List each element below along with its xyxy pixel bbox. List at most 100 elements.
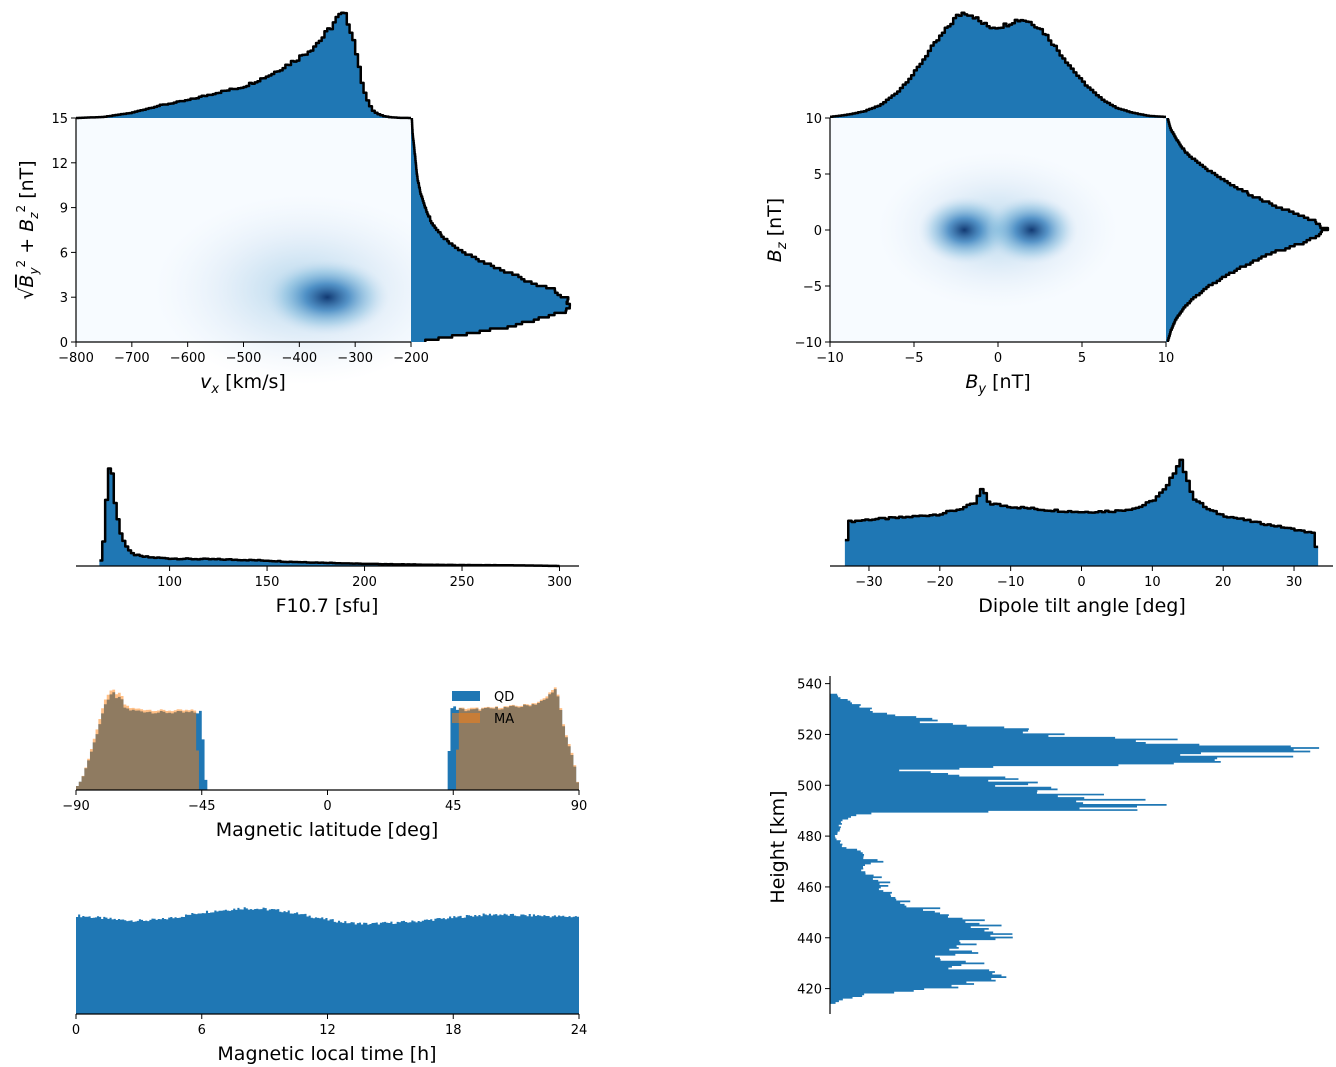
y-tick-label: 0 [60,336,68,351]
x-axis: 0 6 12 18 24 [72,1013,588,1038]
y-tick-label: 3 [60,291,68,306]
x-axis: −800 −700 −600 −500 −400 −300 −200 [58,341,429,366]
legend-label-qd: QD [494,690,514,705]
x-tick-label: −200 [393,351,429,366]
x-tick-label: 250 [450,575,475,590]
y-tick-label: 420 [797,983,822,998]
x-axis-label: Dipole tilt angle [deg] [978,595,1186,617]
y-label-subscript: z [775,241,790,250]
x-tick-label: 24 [571,1023,588,1038]
histogram-ma [76,687,579,790]
legend-swatch-ma [452,713,480,723]
histogram-fill [830,693,1320,1004]
x-tick-label: 18 [445,1023,462,1038]
y-tick-label: 10 [805,112,822,127]
x-tick-label: −800 [58,351,94,366]
panel-vx-b: −800 −700 −600 −500 −400 −300 −200 0 3 6 9 12 15 vx… [14,11,572,397]
y-axis: 420 440 460 480 500 520 540 [797,676,831,1014]
panel-tilt: −30 −20 −10 0 10 20 30 Dipole tilt angle [deg] [830,458,1333,617]
y-tick-label: 15 [51,112,68,127]
x-tick-label: 10 [1144,575,1161,590]
density-core [265,259,390,336]
y-axis-label: √By2 + Bz2 [nT] [14,160,41,299]
marginal-x-outline [76,11,411,120]
x-tick-label: 300 [547,575,572,590]
legend-label-ma: MA [494,712,514,727]
panel-mlt: 0 6 12 18 24 Magnetic local time [h] [72,907,587,1065]
marginal-y-outline [410,118,572,342]
legend-swatch-qd [452,691,480,701]
x-axis-label: Magnetic local time [h] [217,1043,436,1065]
histogram-outline [99,467,560,568]
y-tick-label: 5 [814,168,822,183]
x-tick-label: −700 [114,351,150,366]
marginal-x-outline [830,11,1166,119]
y-axis-label: Height [km] [767,790,789,903]
x-tick-label: 100 [157,575,182,590]
y-tick-label: 520 [797,728,822,743]
y-axis-label-wrap: Height [km] [767,790,789,903]
svg-text:Bz [nT]: Bz [nT] [764,198,790,262]
x-tick-label: 90 [571,799,588,814]
y-tick-label: −10 [795,336,822,351]
histogram-fill [99,468,560,566]
marginal-y-histogram [1166,118,1328,342]
x-tick-label: 0 [994,351,1002,366]
y-tick-label: 6 [60,246,68,261]
x-axis: 100 150 200 250 300 [76,565,579,590]
panel-mlat: −90 −45 0 45 90 Magnetic latitude [deg] QD M… [62,687,587,841]
x-tick-label: −90 [62,799,89,814]
histogram-fill [76,907,579,1014]
x-axis-label: F10.7 [sfu] [276,595,379,617]
x-tick-label: 150 [255,575,280,590]
x-tick-label: 20 [1215,575,1232,590]
x-label-symbol: B [965,371,978,393]
x-label-symbol: v [200,371,212,393]
y-tick-label: 540 [797,678,822,693]
x-axis-label: Magnetic latitude [deg] [216,819,439,841]
y-tick-label: 440 [797,932,822,947]
marginal-x-histogram [76,12,411,119]
marginal-y-histogram [411,118,570,342]
x-label-subscript: y [977,382,986,397]
x-tick-label: −600 [170,351,206,366]
x-label-unit: [km/s] [219,371,286,393]
x-label-subscript: x [210,382,219,397]
y-tick-label: 460 [797,881,822,896]
x-tick-label: 10 [1158,351,1175,366]
x-axis: −30 −20 −10 0 10 20 30 [830,565,1333,590]
legend: QD MA [452,690,514,727]
x-axis-label: vx [km/s] [200,371,286,397]
x-tick-label: −500 [226,351,262,366]
y-tick-label: 9 [60,202,68,217]
x-tick-label: −5 [904,351,923,366]
x-tick-label: −10 [997,575,1024,590]
panel-height: 420 440 460 480 500 520 540 Height [km] [767,676,1320,1014]
y-tick-label: 12 [51,157,68,172]
x-tick-label: 0 [1077,575,1085,590]
panel-by-bz: −10 −5 0 5 10 −10 −5 0 5 10 By [nT] Bz [nT] [764,11,1330,397]
x-tick-label: 30 [1286,575,1303,590]
x-tick-label: −20 [926,575,953,590]
heatmap-density [878,152,1118,308]
y-axis-label: Bz [nT] [764,198,790,262]
x-tick-label: 5 [1078,351,1086,366]
density-core [985,196,1078,264]
y-tick-label: 500 [797,779,822,794]
x-tick-label: −400 [281,351,317,366]
x-tick-label: 0 [72,1023,80,1038]
y-axis: −10 −5 0 5 10 [795,112,831,351]
x-tick-label: 12 [319,1023,336,1038]
x-tick-label: −10 [816,351,843,366]
x-tick-label: −300 [337,351,373,366]
heatmap-density [154,194,455,385]
x-tick-label: 6 [198,1023,206,1038]
y-tick-label: −5 [803,280,822,295]
x-axis-label: By [nT] [965,371,1030,397]
x-tick-label: 45 [445,799,462,814]
y-label-unit: [nT] [764,198,786,243]
density-core [918,196,1011,264]
x-tick-label: −30 [855,575,882,590]
marginal-y-outline [1166,118,1330,342]
